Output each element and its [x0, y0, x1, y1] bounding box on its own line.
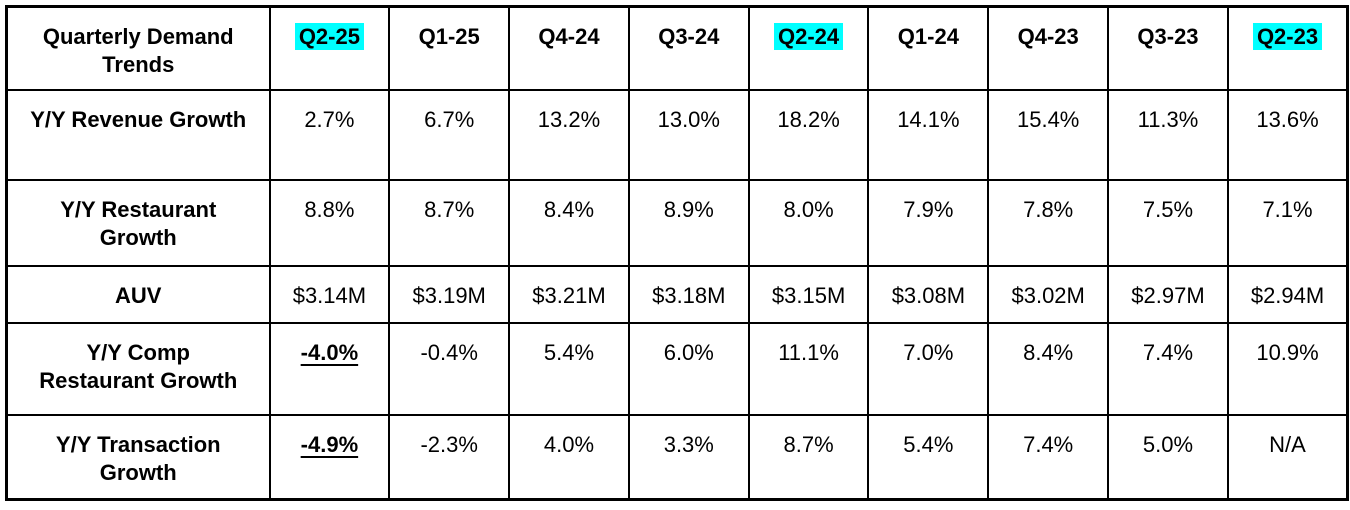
highlighted-quarter: Q2-23 [1252, 23, 1323, 50]
value-cell: 11.3% [1107, 88, 1229, 181]
value-cell: 15.4% [987, 88, 1110, 181]
col-header-q4-23: Q4-23 [987, 5, 1110, 91]
value-cell: $3.21M [508, 264, 630, 324]
value-cell: 3.3% [627, 413, 750, 501]
value-cell: 8.4% [508, 178, 630, 267]
value-cell: -0.4% [388, 321, 511, 416]
value-cell: -4.9% [268, 413, 391, 501]
value-cell: $3.02M [987, 264, 1110, 324]
value-cell: 5.4% [867, 413, 990, 501]
quarterly-demand-trends-table: Quarterly Demand Trends Q2-25 Q1-25 Q4-2… [5, 5, 1350, 501]
value-cell: 7.1% [1226, 178, 1349, 267]
col-header-q3-23: Q3-23 [1107, 5, 1229, 91]
table-row: Y/Y Restaurant Growth 8.8% 8.7% 8.4% 8.9… [5, 178, 1349, 267]
col-header-q1-24: Q1-24 [867, 5, 990, 91]
page: Quarterly Demand Trends Q2-25 Q1-25 Q4-2… [0, 5, 1350, 510]
value-cell: N/A [1226, 413, 1349, 501]
value-cell: $3.18M [627, 264, 750, 324]
value-cell: 8.7% [388, 178, 511, 267]
row-label-yy-restaurant-growth: Y/Y Restaurant Growth [5, 178, 271, 267]
value-cell: 13.6% [1226, 88, 1349, 181]
value-cell: 18.2% [747, 88, 870, 181]
row-label-auv: AUV [5, 264, 271, 324]
value-cell: 8.0% [747, 178, 870, 267]
value-cell: $2.97M [1107, 264, 1229, 324]
table-row: Y/Y Comp Restaurant Growth -4.0% -0.4% 5… [5, 321, 1349, 416]
value-cell: 14.1% [867, 88, 990, 181]
col-header-q2-25: Q2-25 [268, 5, 391, 91]
value-cell: $3.15M [747, 264, 870, 324]
value-cell: 7.9% [867, 178, 990, 267]
emphasized-value: -4.0% [300, 339, 359, 365]
row-label-yy-transaction-growth: Y/Y Transaction Growth [5, 413, 271, 501]
value-cell: $3.19M [388, 264, 511, 324]
col-header-q2-24: Q2-24 [747, 5, 870, 91]
col-header-q1-25: Q1-25 [388, 5, 511, 91]
value-cell: 10.9% [1226, 321, 1349, 416]
table-row: Y/Y Revenue Growth 2.7% 6.7% 13.2% 13.0%… [5, 88, 1349, 181]
value-cell: $3.14M [268, 264, 391, 324]
highlighted-quarter: Q2-25 [294, 23, 364, 50]
value-cell: 5.0% [1107, 413, 1229, 501]
value-cell: 7.8% [987, 178, 1110, 267]
value-cell: 6.7% [388, 88, 511, 181]
value-cell: 11.1% [747, 321, 870, 416]
value-cell: 8.4% [987, 321, 1110, 416]
value-cell: 4.0% [508, 413, 630, 501]
highlighted-quarter: Q2-24 [774, 23, 844, 50]
emphasized-value: -4.9% [300, 431, 359, 457]
col-header-q4-24: Q4-24 [508, 5, 630, 91]
value-cell: $2.94M [1226, 264, 1349, 324]
col-header-q3-24: Q3-24 [627, 5, 750, 91]
value-cell: 7.4% [987, 413, 1110, 501]
table-row: AUV $3.14M $3.19M $3.21M $3.18M $3.15M $… [5, 264, 1349, 324]
value-cell: 13.2% [508, 88, 630, 181]
value-cell: 8.7% [747, 413, 870, 501]
value-cell: -4.0% [268, 321, 391, 416]
row-label-yy-revenue-growth: Y/Y Revenue Growth [5, 88, 271, 181]
value-cell: 8.8% [268, 178, 391, 267]
header-row: Quarterly Demand Trends Q2-25 Q1-25 Q4-2… [5, 5, 1349, 91]
value-cell: -2.3% [388, 413, 511, 501]
value-cell: 7.5% [1107, 178, 1229, 267]
value-cell: $3.08M [867, 264, 990, 324]
value-cell: 8.9% [627, 178, 750, 267]
value-cell: 2.7% [268, 88, 391, 181]
col-header-q2-23: Q2-23 [1226, 5, 1349, 91]
row-label-yy-comp-restaurant-growth: Y/Y Comp Restaurant Growth [5, 321, 271, 416]
table-row: Y/Y Transaction Growth -4.9% -2.3% 4.0% … [5, 413, 1349, 501]
value-cell: 13.0% [627, 88, 750, 181]
table-title: Quarterly Demand Trends [5, 5, 271, 91]
value-cell: 7.4% [1107, 321, 1229, 416]
value-cell: 5.4% [508, 321, 630, 416]
value-cell: 7.0% [867, 321, 990, 416]
value-cell: 6.0% [627, 321, 750, 416]
